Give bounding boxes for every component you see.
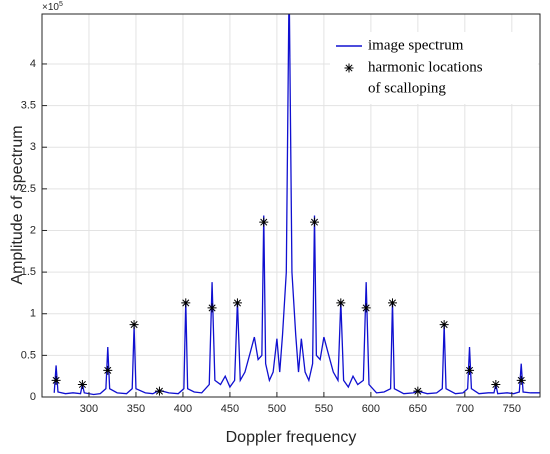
x-tick-label: 350 bbox=[127, 403, 145, 415]
x-tick-label: 400 bbox=[174, 403, 192, 415]
spectrum-line bbox=[53, 14, 540, 396]
y-tick-label: 4 bbox=[30, 58, 36, 70]
plot bbox=[51, 14, 540, 396]
legend-label: harmonic locations bbox=[368, 59, 483, 75]
harmonic-marker bbox=[259, 217, 269, 227]
x-axis-label: Doppler frequency bbox=[226, 429, 357, 446]
y-tick-label: 0 bbox=[30, 391, 36, 403]
x-tick-label: 500 bbox=[268, 403, 286, 415]
x-tick-label: 650 bbox=[409, 403, 427, 415]
x-tick-label: 750 bbox=[503, 403, 521, 415]
legend-marker-sample bbox=[344, 63, 354, 73]
y-multiplier-exponent: 5 bbox=[59, 1, 63, 8]
y-tick-label: 2 bbox=[30, 224, 36, 236]
legend-label: image spectrum bbox=[368, 37, 464, 53]
harmonic-marker bbox=[154, 386, 164, 396]
harmonic-marker bbox=[516, 375, 526, 385]
legend-box bbox=[330, 32, 538, 104]
legend-label: of scalloping bbox=[368, 80, 446, 96]
harmonic-marker bbox=[439, 320, 449, 330]
harmonic-marker bbox=[77, 380, 87, 390]
y-tick-label: 3.5 bbox=[21, 99, 36, 111]
harmonic-marker bbox=[103, 365, 113, 375]
y-tick-label: 0.5 bbox=[21, 349, 36, 361]
harmonic-marker bbox=[361, 303, 371, 313]
axes-box bbox=[41, 13, 541, 398]
harmonic-marker bbox=[51, 375, 61, 385]
harmonic-marker bbox=[232, 298, 242, 308]
harmonic-marker bbox=[491, 380, 501, 390]
harmonic-marker bbox=[309, 217, 319, 227]
y-tick-label: 2.5 bbox=[21, 183, 36, 195]
harmonic-marker bbox=[129, 320, 139, 330]
harmonic-marker bbox=[181, 298, 191, 308]
x-tick-label: 300 bbox=[80, 403, 98, 415]
harmonic-marker bbox=[336, 298, 346, 308]
y-multiplier: ×105 bbox=[42, 1, 63, 13]
x-tick-label: 700 bbox=[456, 403, 474, 415]
y-tick-label: 1 bbox=[30, 308, 36, 320]
harmonic-marker bbox=[207, 303, 217, 313]
y-axis-label: Amplitude of spectrum bbox=[9, 125, 26, 284]
harmonic-marker bbox=[413, 386, 423, 396]
legend: image spectrum harmonic locations of sca… bbox=[330, 32, 538, 104]
harmonic-marker bbox=[465, 365, 475, 375]
harmonic-marker bbox=[387, 298, 397, 308]
y-tick-label: 3 bbox=[30, 141, 36, 153]
x-tick-label: 450 bbox=[221, 403, 239, 415]
y-tick-label: 1.5 bbox=[21, 266, 36, 278]
y-multiplier-base: ×10 bbox=[42, 2, 59, 13]
x-tick-label: 550 bbox=[315, 403, 333, 415]
x-tick-label: 600 bbox=[362, 403, 380, 415]
